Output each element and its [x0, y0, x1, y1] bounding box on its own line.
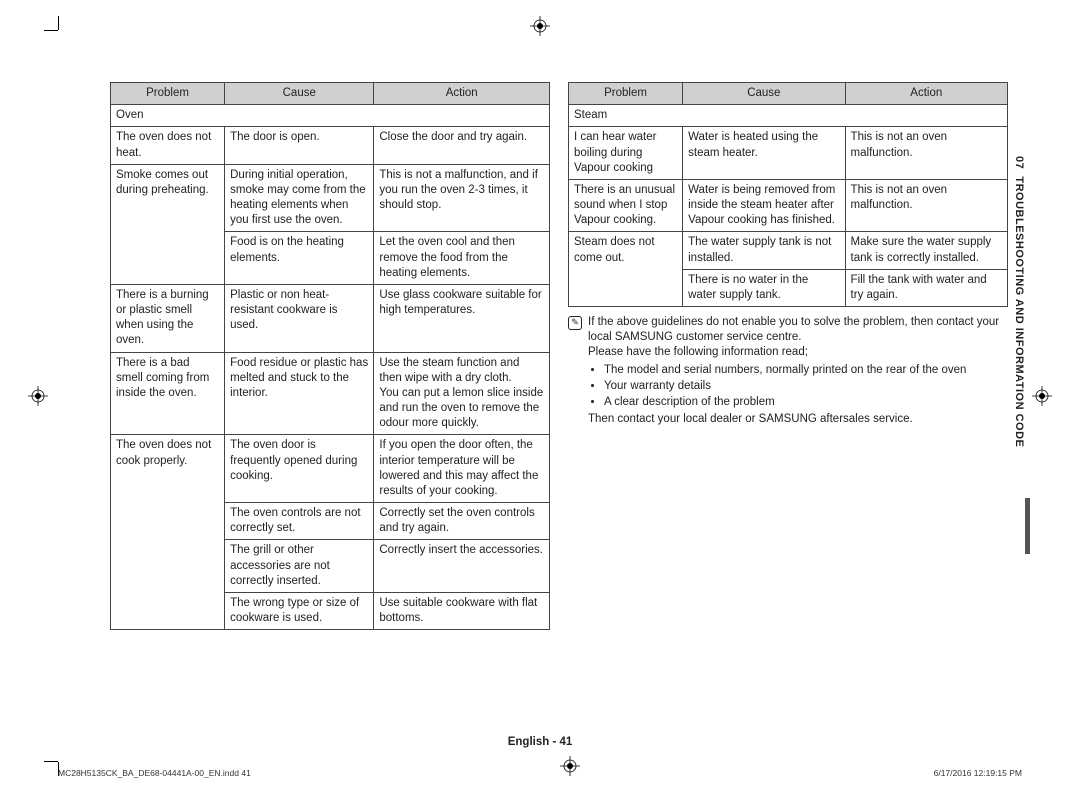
note-icon: ✎: [568, 316, 582, 330]
note-line: Then contact your local dealer or SAMSUN…: [588, 412, 1008, 427]
table-cell: Food residue or plastic has melted and s…: [225, 352, 374, 435]
table-cell: Smoke comes out during preheating.: [111, 164, 225, 232]
table-cell: Food is on the heating elements.: [225, 232, 374, 285]
section-row-steam: Steam: [569, 105, 1008, 127]
table-cell: The grill or other accessories are not c…: [225, 540, 374, 593]
table-cell: There is no water in the water supply ta…: [683, 269, 845, 306]
section-side-tab: 07 TROUBLESHOOTING AND INFORMATION CODE: [1013, 156, 1025, 447]
table-cell: [111, 232, 225, 285]
note-body: If the above guidelines do not enable yo…: [588, 315, 1008, 427]
table-cell: This is not an oven malfunction.: [845, 127, 1007, 180]
table-cell: There is an unusual sound when I stop Va…: [569, 179, 683, 232]
note-line: If the above guidelines do not enable yo…: [588, 315, 1008, 345]
table-cell: [111, 503, 225, 540]
page-number: English - 41: [0, 736, 1080, 748]
registration-mark-icon: [530, 16, 550, 36]
table-cell: The oven does not heat.: [111, 127, 225, 164]
section-number: 07: [1013, 156, 1025, 169]
col-header-problem: Problem: [569, 83, 683, 105]
table-cell: Use glass cookware suitable for high tem…: [374, 284, 550, 352]
print-footer: MC28H5135CK_BA_DE68-04441A-00_EN.indd 41…: [58, 768, 1022, 778]
table-cell: During initial operation, smoke may come…: [225, 164, 374, 232]
table-cell: This is not an oven malfunction.: [845, 179, 1007, 232]
col-header-cause: Cause: [683, 83, 845, 105]
note-bullet: Your warranty details: [604, 379, 1008, 394]
right-column: Problem Cause Action Steam I can hear wa…: [568, 82, 1008, 736]
col-header-problem: Problem: [111, 83, 225, 105]
left-column: Problem Cause Action Oven The oven does …: [110, 82, 550, 736]
table-cell: Correctly set the oven controls and try …: [374, 503, 550, 540]
table-cell: [111, 540, 225, 593]
table-cell: The oven does not cook properly.: [111, 435, 225, 503]
table-cell: Use the steam function and then wipe wit…: [374, 352, 550, 435]
table-cell: I can hear water boiling during Vapour c…: [569, 127, 683, 180]
side-accent-bar: [1025, 498, 1030, 554]
col-header-cause: Cause: [225, 83, 374, 105]
section-title: TROUBLESHOOTING AND INFORMATION CODE: [1013, 176, 1025, 447]
table-cell: Plastic or non heat-resistant cookware i…: [225, 284, 374, 352]
table-cell: Let the oven cool and then remove the fo…: [374, 232, 550, 285]
table-cell: Correctly insert the accessories.: [374, 540, 550, 593]
footer-file: MC28H5135CK_BA_DE68-04441A-00_EN.indd 41: [58, 768, 251, 778]
table-cell: The water supply tank is not installed.: [683, 232, 845, 269]
note-bullet: The model and serial numbers, normally p…: [604, 363, 1008, 378]
note-bullet: A clear description of the problem: [604, 395, 1008, 410]
note-line: Please have the following information re…: [588, 345, 1008, 360]
registration-mark-icon: [1032, 386, 1052, 406]
troubleshooting-table-steam: Problem Cause Action Steam I can hear wa…: [568, 82, 1008, 307]
registration-mark-icon: [28, 386, 48, 406]
table-cell: [569, 269, 683, 306]
table-cell: Water is heated using the steam heater.: [683, 127, 845, 180]
table-cell: There is a bad smell coming from inside …: [111, 352, 225, 435]
table-cell: [111, 592, 225, 629]
table-cell: Water is being removed from inside the s…: [683, 179, 845, 232]
troubleshooting-table-oven: Problem Cause Action Oven The oven does …: [110, 82, 550, 630]
col-header-action: Action: [845, 83, 1007, 105]
table-cell: The oven controls are not correctly set.: [225, 503, 374, 540]
table-cell: The wrong type or size of cookware is us…: [225, 592, 374, 629]
table-cell: Steam does not come out.: [569, 232, 683, 269]
table-cell: This is not a malfunction, and if you ru…: [374, 164, 550, 232]
table-cell: Use suitable cookware with flat bottoms.: [374, 592, 550, 629]
table-cell: The door is open.: [225, 127, 374, 164]
footer-timestamp: 6/17/2016 12:19:15 PM: [934, 768, 1022, 778]
table-cell: Close the door and try again.: [374, 127, 550, 164]
table-cell: If you open the door often, the interior…: [374, 435, 550, 503]
col-header-action: Action: [374, 83, 550, 105]
note-block: ✎ If the above guidelines do not enable …: [568, 315, 1008, 427]
table-cell: The oven door is frequently opened durin…: [225, 435, 374, 503]
table-cell: There is a burning or plastic smell when…: [111, 284, 225, 352]
table-cell: Make sure the water supply tank is corre…: [845, 232, 1007, 269]
section-row-oven: Oven: [111, 105, 550, 127]
table-cell: Fill the tank with water and try again.: [845, 269, 1007, 306]
